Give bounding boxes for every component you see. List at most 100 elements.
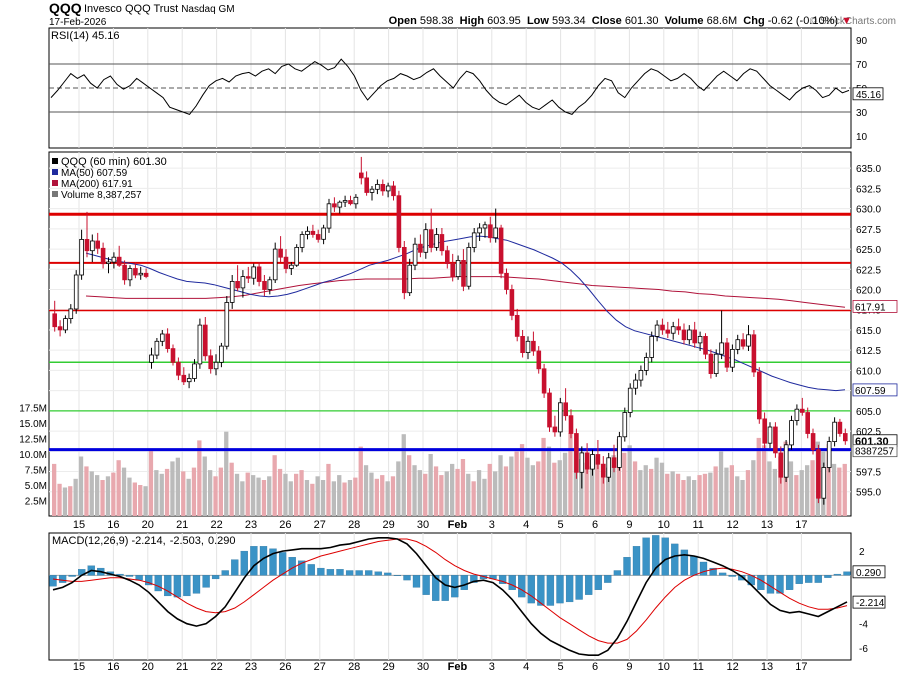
volume-bar (73, 478, 78, 516)
macd-histogram-bar (623, 557, 631, 576)
candle-body (369, 188, 375, 193)
macd-histogram-bar (288, 557, 296, 576)
macd-histogram-bar (250, 546, 258, 576)
volume-bar (632, 461, 638, 516)
volume-bar (369, 472, 374, 516)
candle-body (810, 433, 816, 451)
macd-tick-label: -6 (859, 644, 868, 655)
candle-body (547, 392, 552, 428)
volume-bar (401, 434, 406, 516)
candle-body (321, 227, 326, 240)
candle-body (757, 371, 762, 420)
volume-bar (428, 454, 433, 516)
volume-bar (831, 463, 837, 516)
legend-swatch (52, 191, 58, 197)
volume-bar (466, 473, 471, 516)
x-axis-label: 12 (726, 519, 738, 531)
candle-body (461, 259, 466, 287)
macd-histogram-bar (757, 575, 765, 590)
macd-legend-item: -2.503, (170, 535, 204, 547)
candle-body (730, 348, 735, 368)
volume-bar (643, 465, 648, 516)
candle-body (660, 324, 665, 331)
candle-body (229, 280, 235, 303)
volume-bar (509, 456, 514, 516)
candle-body (762, 418, 767, 444)
macd-histogram-bar (652, 535, 660, 576)
candle-body (256, 266, 262, 282)
volume-bar (111, 472, 116, 516)
x-axis-label-bottom: 15 (73, 661, 85, 673)
volume-bar (622, 452, 627, 516)
price-tick-label: 635.0 (856, 164, 881, 175)
macd-histogram-bar (192, 575, 201, 594)
volume-bar (675, 473, 681, 516)
candle-body (385, 185, 391, 192)
volume-bar (794, 475, 799, 516)
macd-histogram-bar (211, 575, 220, 580)
rsi-last-label: 45.16 (856, 90, 881, 101)
candle-body (245, 276, 251, 279)
volume-bar (536, 461, 541, 516)
price-tick-label: 602.5 (856, 427, 881, 438)
volume-bar (552, 462, 557, 516)
x-axis-label: 10 (658, 519, 670, 531)
volume-bar (277, 468, 283, 516)
candle-body (143, 272, 149, 277)
candle-body (665, 329, 671, 334)
x-axis-label-bottom: 29 (382, 661, 394, 673)
macd-histogram-bar (575, 575, 583, 600)
volume-tick-label: 12.5M (19, 435, 47, 446)
candle-body (181, 374, 187, 383)
volume-bar (256, 477, 261, 516)
ma200-last-label: 617.91 (855, 302, 886, 313)
volume-bar (654, 457, 659, 516)
volume-bar (627, 445, 632, 516)
x-axis-label-bottom: 5 (558, 661, 564, 673)
volume-tick-label: 17.5M (19, 404, 47, 415)
candle-body (375, 183, 380, 190)
volume-bar (589, 466, 595, 516)
candle-body (638, 369, 644, 381)
volume-bar (471, 481, 476, 516)
volume-tick-label: 15.0M (19, 419, 47, 430)
volume-bar (170, 461, 175, 516)
candle-body (826, 441, 832, 468)
macd-histogram-bar (805, 575, 813, 583)
x-axis-label: 9 (626, 519, 632, 531)
candle-body (654, 324, 660, 337)
macd-histogram-bar (613, 570, 622, 576)
candle-body (590, 454, 595, 470)
candle-body (482, 224, 488, 229)
price-tick-label: 612.5 (856, 346, 881, 357)
macd-histogram-bar (355, 570, 363, 576)
volume-bar (476, 470, 482, 516)
x-axis-label-bottom: 12 (726, 661, 738, 673)
volume-bar (541, 437, 546, 516)
candle-body (740, 339, 746, 347)
volume-bar (670, 471, 675, 516)
volume-bar (686, 476, 691, 516)
volume-bar (503, 466, 509, 516)
candle-body (251, 266, 257, 279)
x-axis-label-bottom: 30 (417, 661, 429, 673)
volume-bar (267, 476, 272, 516)
x-axis-label: 11 (692, 519, 703, 531)
macd-histogram-bar (671, 543, 679, 576)
macd-histogram-bar (145, 575, 153, 586)
macd-histogram-bar (565, 575, 574, 603)
candle-body (202, 324, 208, 357)
candle-body (133, 268, 138, 276)
ohlc-summary: Open 598.38 High 603.95 Low 593.34 Close… (388, 15, 852, 27)
volume-last-box (852, 444, 898, 458)
volume-bar (181, 471, 186, 516)
candle-body (627, 387, 633, 413)
macd-histogram-bar (537, 575, 545, 606)
macd-signal-line (52, 538, 848, 644)
volume-tick-label: 10.0M (19, 450, 47, 461)
candle-body (773, 426, 778, 454)
macd-histogram-bar (585, 575, 593, 595)
price-tick-label: 610.0 (856, 366, 881, 377)
candle-body (213, 361, 219, 370)
